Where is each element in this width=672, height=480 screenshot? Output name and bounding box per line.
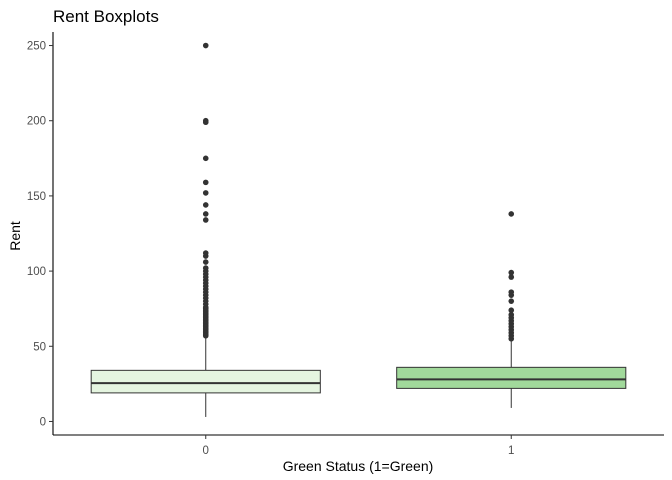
x-axis-title: Green Status (1=Green)	[283, 458, 434, 474]
outlier-point	[202, 202, 209, 208]
outlier-point	[508, 269, 515, 276]
y-tick-label: 150	[27, 191, 46, 203]
outlier-point	[202, 117, 209, 124]
outlier-point	[202, 179, 209, 186]
outlier-point	[202, 250, 209, 256]
outlier-point	[202, 211, 209, 217]
box-iqr	[396, 366, 627, 389]
y-axis-title: Rent	[7, 221, 23, 251]
y-tick-label: 250	[27, 41, 46, 53]
chart-title: Rent Boxplots	[53, 7, 159, 26]
outlier-point	[508, 307, 515, 313]
x-tick-label: 0	[203, 445, 209, 457]
outlier-point	[508, 311, 515, 318]
box-iqr	[90, 369, 321, 394]
outlier-point	[508, 274, 515, 280]
outlier-point	[202, 155, 209, 162]
outlier-point	[508, 298, 515, 304]
plot-area: 0 50 100 150 200 250 0 1	[27, 32, 664, 457]
outlier-point	[202, 217, 209, 223]
y-tick-label: 200	[27, 116, 46, 128]
outlier-point	[202, 259, 209, 265]
outlier-point	[202, 265, 209, 271]
y-tick-label: 100	[27, 266, 46, 278]
outlier-point	[508, 289, 515, 295]
y-tick-label: 0	[40, 416, 46, 428]
outlier-point	[508, 211, 515, 217]
x-tick-label: 1	[508, 445, 514, 457]
y-tick-label: 50	[33, 341, 46, 353]
outlier-point	[202, 190, 209, 196]
outlier-point	[202, 42, 209, 49]
